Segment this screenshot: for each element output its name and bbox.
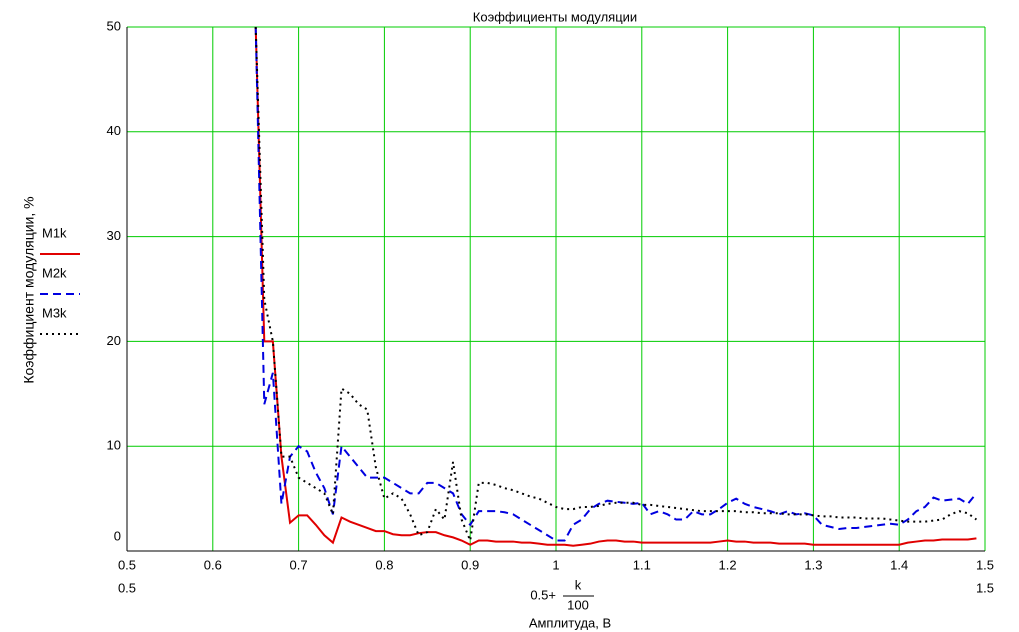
x-tick-label: 1.4 — [890, 557, 908, 572]
grid — [126, 26, 986, 552]
y-tick-label: 0 — [114, 528, 121, 543]
legend-label: M1k — [42, 225, 67, 240]
x-tick-label: 1.1 — [633, 557, 651, 572]
legend-label: M2k — [42, 265, 67, 280]
x-expression-numerator: k — [575, 577, 582, 592]
series-line — [254, 27, 978, 542]
legend-label: M3k — [42, 305, 67, 320]
x-tick-label: 1.2 — [719, 557, 737, 572]
y-tick-label: 20 — [107, 333, 121, 348]
x-expression-denominator: 100 — [567, 597, 589, 612]
x-expression-prefix: 0.5+ — [530, 587, 556, 602]
x-tick-label: 1.3 — [804, 557, 822, 572]
x-tick-label: 1.5 — [976, 557, 994, 572]
y-axis-label: Коэффициент модуляции, % — [21, 196, 37, 383]
y-tick-label: 30 — [107, 228, 121, 243]
y-tick-label: 50 — [107, 18, 121, 33]
x-range-end: 1.5 — [976, 580, 994, 595]
plot-lines — [254, 27, 978, 547]
y-tick-label: 10 — [107, 438, 121, 453]
x-tick-label: 0.5 — [118, 557, 136, 572]
x-tick-label: 0.7 — [290, 557, 308, 572]
series-line — [254, 27, 977, 547]
legend: M1k M2k M3k — [40, 225, 80, 335]
x-tick-label: 1 — [552, 557, 559, 572]
chart-title: Коэффициенты модуляции — [473, 9, 637, 24]
x-tick-label: 0.6 — [204, 557, 222, 572]
x-range-start: 0.5 — [118, 580, 136, 595]
x-tick-label: 0.8 — [375, 557, 393, 572]
series-line — [254, 27, 978, 545]
x-tick-label: 0.9 — [461, 557, 479, 572]
y-tick-label: 40 — [107, 123, 121, 138]
x-axis-label: Амплитуда, В — [529, 615, 611, 630]
